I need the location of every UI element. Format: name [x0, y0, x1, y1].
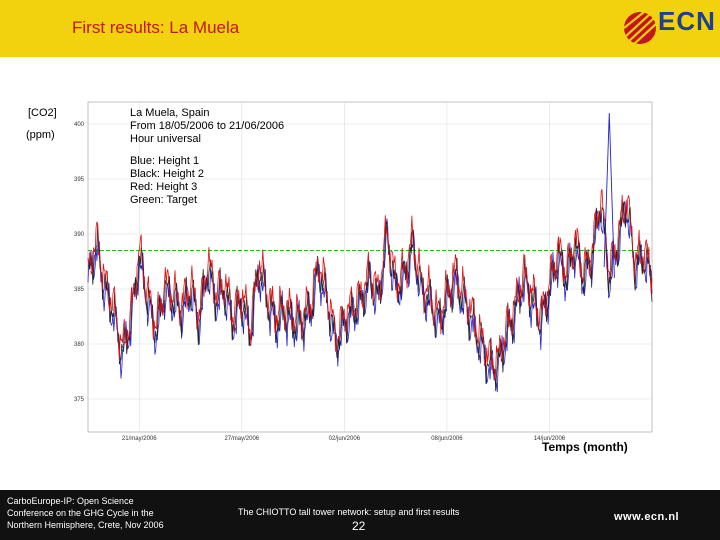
- chart-annotation: From 18/05/2006 to 21/06/2006: [130, 120, 284, 132]
- y-tick-label: 395: [74, 177, 85, 183]
- co2-line-chart: 375 380 385 390 395 400 21/may/2006 27/may/200…: [26, 101, 653, 454]
- header-bar: First results: La Muela ECN: [0, 0, 720, 57]
- x-tick-label: 14/jun/2006: [534, 436, 566, 442]
- chart-annotation: Blue: Height 1: [130, 155, 199, 167]
- plot-background: [87, 101, 653, 433]
- y-tick-label: 380: [74, 342, 85, 348]
- spike-line: [603, 112, 615, 279]
- series-line-1: [87, 201, 653, 393]
- x-tick-label: 27/may/2006: [224, 436, 259, 442]
- series-line-3: [87, 189, 653, 381]
- x-axis-label: Temps (month): [542, 440, 628, 454]
- chart-annotation: Green: Target: [130, 194, 197, 206]
- y-tick-label: 390: [74, 232, 85, 238]
- footer-line-1: CarboEurope-IP: Open Science: [7, 496, 134, 506]
- footer-line-2: Conference on the GHG Cycle in the: [7, 508, 154, 518]
- ecn-logo-icon: [623, 11, 657, 45]
- y-tick-label: 385: [74, 287, 85, 293]
- y-axis-label: [CO2]: [28, 107, 57, 119]
- x-tick-label: 08/jun/2006: [431, 436, 463, 442]
- y-tick-label: 375: [74, 397, 85, 403]
- ecn-logo-text: ECN: [658, 6, 716, 36]
- page-number: 22: [352, 519, 366, 533]
- series-line-2: [87, 201, 653, 392]
- footer-subtitle: The CHIOTTO tall tower network: setup an…: [238, 507, 460, 517]
- chart-annotation: La Muela, Spain: [130, 107, 210, 119]
- y-axis-unit: (ppm): [26, 129, 55, 141]
- footer-url: www.ecn.nl: [614, 511, 680, 523]
- footer-bar: CarboEurope-IP: Open Science Conference …: [0, 490, 720, 540]
- chart-area: 375 380 385 390 395 400 21/may/2006 27/may/200…: [22, 98, 662, 468]
- slide-title: First results: La Muela: [72, 18, 240, 37]
- chart-annotation: Black: Height 2: [130, 168, 204, 180]
- chart-annotation: Red: Height 3: [130, 181, 197, 193]
- footer-line-3: Northern Hemisphere, Crete, Nov 2006: [7, 520, 164, 530]
- x-tick-label: 21/may/2006: [122, 436, 157, 442]
- chart-annotation: Hour universal: [130, 133, 201, 145]
- x-tick-label: 02/jun/2006: [329, 436, 361, 442]
- footer-conference: CarboEurope-IP: Open Science Conference …: [7, 495, 207, 531]
- y-tick-label: 400: [74, 122, 85, 128]
